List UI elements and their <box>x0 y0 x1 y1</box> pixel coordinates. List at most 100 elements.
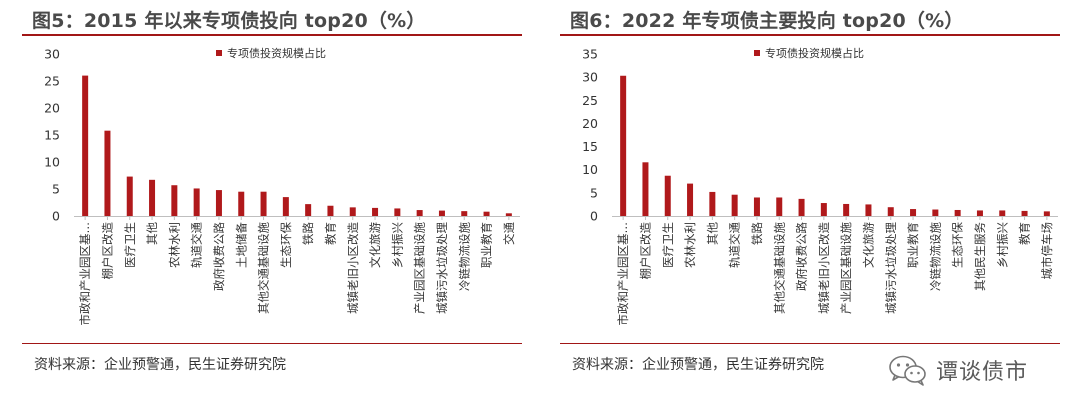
x-category-label: 职业教育 <box>480 222 494 268</box>
legend: 专项债投资规模占比 <box>754 46 864 60</box>
bar <box>1021 210 1028 216</box>
x-category-label: 乡村振兴 <box>390 222 404 268</box>
legend-swatch <box>754 50 760 56</box>
bar <box>709 191 716 216</box>
y-tick-label: 10 <box>44 155 60 170</box>
bar <box>126 176 133 216</box>
x-category-labels: 市政和产业园区基… 棚户区改造 医疗卫生 农林水利 其他 轨道交通 铁路 其他交通基础设施 政府… <box>616 222 1054 326</box>
bar <box>238 191 245 216</box>
x-category-label: 生态环保 <box>279 222 293 268</box>
source-note: 资料来源：企业预警通，民生证券研究院 <box>34 357 286 373</box>
legend-label: 专项债投资规模占比 <box>227 46 326 60</box>
x-category-label: 产业园区基础设施 <box>413 222 427 314</box>
chart-title: 图5：2015 年以来专项债投向 top20（%） <box>32 10 426 32</box>
bar <box>776 197 783 216</box>
bar <box>798 198 805 216</box>
x-category-label: 城市停车场 <box>1040 222 1054 280</box>
bar <box>327 205 334 216</box>
bar <box>954 209 961 216</box>
x-category-label: 产业园区基础设施 <box>839 222 853 314</box>
x-category-label: 城镇污水垃圾处理 <box>884 222 898 314</box>
bar-chart-2015: 专项债投资规模占比051015202530市政和产业园区基… 棚户区改造 医疗卫生其… <box>44 46 520 326</box>
x-category-label: 轨道交通 <box>190 222 204 268</box>
x-category-label: 政府收费公路 <box>212 222 226 291</box>
y-axis: 0 5 10 15 20 25 30 <box>44 47 60 224</box>
y-tick-label: 30 <box>44 47 60 62</box>
title-divider <box>560 34 1060 36</box>
y-tick-label: 0 <box>52 209 60 224</box>
chart-title: 图6：2022 年专项债主要投向 top20（%） <box>570 10 964 32</box>
x-category-label: 乡村振兴 <box>995 222 1009 268</box>
bar <box>1043 211 1050 216</box>
x-category-label: 其他 <box>145 222 159 245</box>
x-category-label: 城镇污水垃圾处理 <box>435 222 449 314</box>
x-category-label: 教育 <box>1018 222 1032 245</box>
x-category-label: 交通 <box>502 222 516 245</box>
x-category-label: 市政和产业园区基… <box>78 222 92 326</box>
watermark: 谭谈债市 <box>886 352 1028 388</box>
bar <box>171 185 178 216</box>
y-tick-label: 20 <box>582 116 598 131</box>
y-tick-label: 20 <box>44 101 60 116</box>
x-category-label: 农林水利 <box>683 222 697 268</box>
x-category-label: 土地储备 <box>234 222 248 268</box>
bar <box>104 130 111 216</box>
bar <box>305 204 312 216</box>
x-category-label: 市政和产业园区基… <box>616 222 630 326</box>
bar <box>887 207 894 216</box>
x-category-label: 职业教育 <box>906 222 920 268</box>
bar <box>910 209 917 216</box>
bar <box>260 191 267 216</box>
y-tick-label: 15 <box>44 128 60 143</box>
bar <box>999 210 1006 216</box>
y-tick-label: 25 <box>582 93 598 108</box>
y-tick-label: 5 <box>52 182 60 197</box>
y-tick-label: 25 <box>44 74 60 89</box>
bars <box>82 75 512 216</box>
x-category-label: 医疗卫生 <box>661 222 675 268</box>
y-tick-label: 30 <box>582 70 598 85</box>
x-category-label: 铁路 <box>301 222 315 245</box>
bar <box>394 208 401 216</box>
bar <box>843 203 850 216</box>
y-axis: 0 5 10 15 20 25 30 35 <box>582 47 598 224</box>
bar <box>820 203 827 216</box>
x-category-label: 其他民生服务 <box>973 222 987 291</box>
x-category-label: 文化旅游 <box>861 222 875 268</box>
y-tick-label: 15 <box>582 139 598 154</box>
bar-chart-2022: 专项债投资规模占比 0 5 10 15 20 25 30 35 市政和产业园区基… 棚户区改造 医疗卫… <box>582 46 1058 326</box>
bar <box>215 190 222 216</box>
legend-swatch <box>216 50 222 56</box>
x-category-label: 政府收费公路 <box>795 222 809 291</box>
bar <box>82 75 89 216</box>
x-category-label: 棚户区改造 <box>100 222 114 280</box>
y-tick-label: 5 <box>590 185 598 200</box>
bar <box>149 179 156 216</box>
x-category-label: 轨道交通 <box>728 222 742 268</box>
legend-label: 专项债投资规模占比 <box>765 46 864 60</box>
x-category-label: 城镇老旧小区改造 <box>817 222 831 314</box>
bar <box>865 204 872 216</box>
x-category-label: 棚户区改造 <box>638 222 652 280</box>
source-divider <box>22 343 522 344</box>
x-category-label: 其他交通基础设施 <box>772 222 786 314</box>
bar <box>505 213 512 216</box>
bar <box>664 175 671 216</box>
bar <box>620 75 627 216</box>
x-category-label: 冷链物流设施 <box>457 222 471 291</box>
legend: 专项债投资规模占比 <box>216 46 326 60</box>
x-category-label: 文化旅游 <box>368 222 382 268</box>
bar <box>372 207 379 216</box>
x-category-label: 教育 <box>323 222 337 245</box>
chart-panel-left: 图5：2015 年以来专项债投向 top20（%） 专项债投资规模占比 0 5 10 1… <box>22 0 542 417</box>
bar <box>438 210 445 216</box>
x-category-label: 冷链物流设施 <box>928 222 942 291</box>
x-category-label: 其他交通基础设施 <box>257 222 271 314</box>
x-category-label: 铁路 <box>750 222 764 245</box>
source-divider <box>560 343 1060 344</box>
x-category-labels: 市政和产业园区基… 棚户区改造 医疗卫生 其他 农林水利 轨道交通 政府收费公路 土地储备 其他… <box>78 222 516 326</box>
watermark-text: 谭谈债市 <box>936 360 1029 385</box>
x-category-label: 城镇老旧小区改造 <box>346 222 360 314</box>
bar <box>932 209 939 216</box>
bars <box>620 75 1050 216</box>
